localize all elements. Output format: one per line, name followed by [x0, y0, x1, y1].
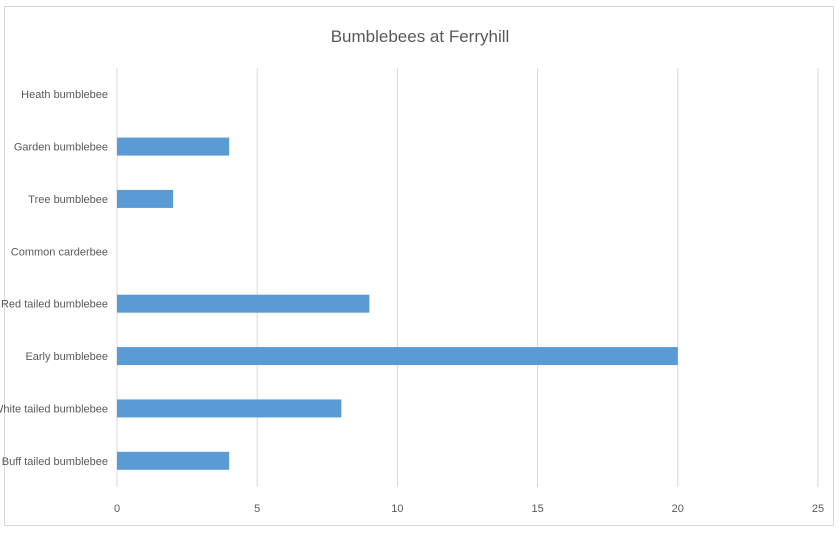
x-tick-label: 0: [114, 503, 120, 515]
y-category-label: Buff tailed bumblebee: [2, 456, 108, 468]
y-category-label: Early bumblebee: [25, 351, 108, 363]
x-tick-label: 10: [391, 503, 403, 515]
bar: [117, 294, 370, 313]
x-tick-label: 25: [812, 503, 824, 515]
y-category-label: Heath bumblebee: [21, 89, 108, 101]
x-tick-label: 20: [672, 503, 684, 515]
bar: [117, 137, 230, 156]
y-category-label: Common carderbee: [11, 246, 108, 258]
x-tick-label: 15: [531, 503, 543, 515]
bar: [117, 189, 174, 208]
chart-frame: [4, 6, 834, 526]
bar: [117, 399, 342, 418]
y-category-label: White tailed bumblebee: [0, 403, 108, 415]
y-category-label: Garden bumblebee: [14, 142, 108, 154]
y-category-label: Tree bumblebee: [28, 194, 108, 206]
y-category-label: Red tailed bumblebee: [1, 299, 108, 311]
x-tick-label: 5: [254, 503, 260, 515]
chart-title: Bumblebees at Ferryhill: [331, 27, 510, 46]
bar: [117, 347, 678, 366]
bar: [117, 451, 230, 470]
